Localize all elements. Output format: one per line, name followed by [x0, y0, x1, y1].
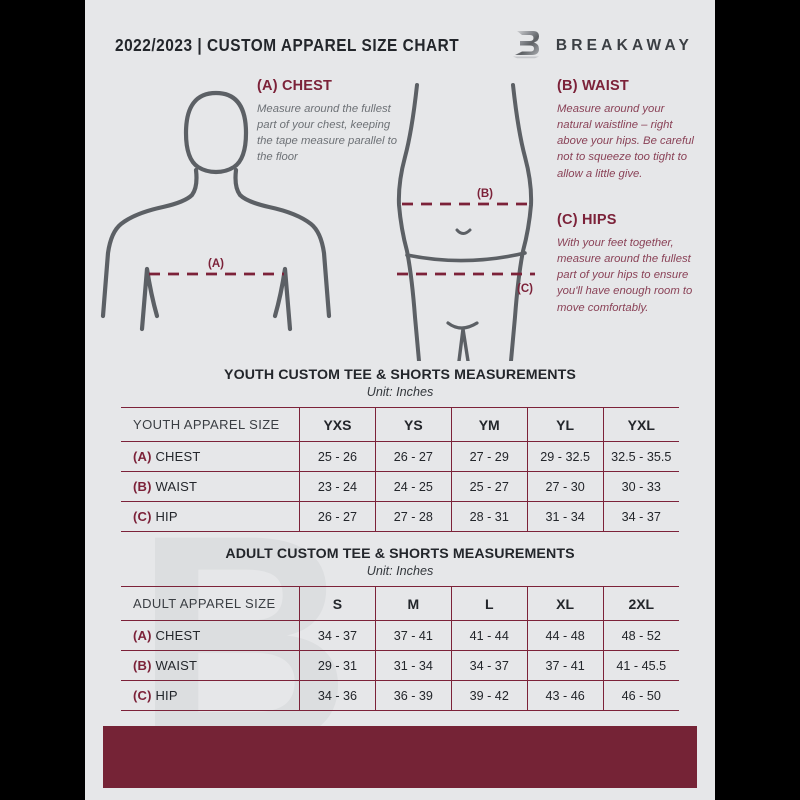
column-header: M	[374, 586, 452, 621]
measurement-cell: 41 - 44	[450, 620, 528, 651]
adult-size-table: ADULT APPAREL SIZE S M L XL 2XL (A) CHEST 34 - …	[121, 586, 679, 711]
measurement-cell: 34 - 37	[602, 501, 679, 532]
table-row: (A) CHEST 25 - 26 26 - 27 27 - 29 29 - 32.5 3…	[121, 441, 679, 472]
measurement-cell: 27 - 30	[526, 471, 604, 502]
waist-heading: (B) WAIST	[557, 78, 629, 94]
row-label: (A) CHEST	[121, 441, 300, 472]
hip-marker-label: (C)	[517, 283, 533, 295]
table-header-row: YOUTH APPAREL SIZE YXS YS YM YL YXL	[121, 407, 679, 442]
brand-lockup: BREAKAWAY	[509, 26, 693, 65]
row-label: (B) WAIST	[121, 650, 300, 681]
column-header: XL	[526, 586, 604, 621]
row-label-text: HIP	[155, 509, 178, 524]
measurement-cell: 27 - 29	[450, 441, 528, 472]
measurement-cell: 26 - 27	[374, 441, 452, 472]
page-header: 2022/2023 | CUSTOM APPAREL SIZE CHART	[85, 0, 715, 65]
column-header: YXL	[602, 407, 679, 442]
table-row: (B) WAIST 23 - 24 24 - 25 25 - 27 27 - 30 30 …	[121, 471, 679, 502]
chest-body-text: Measure around the fullest part of your …	[257, 103, 398, 164]
hips-description-block: (C) HIPS With your feet together, measur…	[557, 212, 707, 316]
table-row: (C) HIP 34 - 36 36 - 39 39 - 42 43 - 46 46 - …	[121, 680, 679, 711]
column-header: YS	[374, 407, 452, 442]
row-label-text: CHEST	[155, 449, 201, 464]
row-tag: (B)	[133, 658, 152, 673]
row-tag: (A)	[133, 449, 152, 464]
measurement-cell: 46 - 50	[602, 680, 679, 711]
page-title: 2022/2023 | CUSTOM APPAREL SIZE CHART	[115, 35, 460, 55]
column-header: S	[299, 586, 376, 621]
measurement-cell: 29 - 32.5	[526, 441, 604, 472]
measurement-cell: 41 - 45.5	[602, 650, 679, 681]
youth-section: YOUTH CUSTOM TEE & SHORTS MEASUREMENTS U…	[85, 367, 715, 532]
measurement-cell: 30 - 33	[602, 471, 679, 502]
row-tag: (B)	[133, 479, 152, 494]
column-header: YL	[526, 407, 604, 442]
measurement-cell: 25 - 27	[450, 471, 528, 502]
table-row: (B) WAIST 29 - 31 31 - 34 34 - 37 37 - 41 41 …	[121, 650, 679, 681]
youth-table-title: YOUTH CUSTOM TEE & SHORTS MEASUREMENTS	[224, 367, 576, 383]
measurement-cell: 44 - 48	[526, 620, 604, 651]
size-chart-page: B 2022/2023 | CUSTOM APPAREL SIZE CHART	[85, 0, 715, 800]
column-header: 2XL	[602, 586, 679, 621]
chest-description-block: (A) CHEST Measure around the fullest par…	[257, 78, 407, 166]
measurement-cell: 31 - 34	[526, 501, 604, 532]
measurement-cell: 28 - 31	[450, 501, 528, 532]
row-label-text: WAIST	[155, 479, 198, 494]
footer-bar	[103, 726, 697, 788]
adult-section: ADULT CUSTOM TEE & SHORTS MEASUREMENTS U…	[85, 546, 715, 711]
measurement-cell: 39 - 42	[450, 680, 528, 711]
measurement-cell: 37 - 41	[374, 620, 452, 651]
body-figures: (A) (B) (C)	[100, 83, 535, 361]
row-label: (C) HIP	[121, 680, 300, 711]
table-header-row: ADULT APPAREL SIZE S M L XL 2XL	[121, 586, 679, 621]
row-label-text: WAIST	[155, 658, 198, 673]
hips-body-text: With your feet together, measure around …	[557, 237, 693, 314]
adult-table-unit: Unit: Inches	[366, 564, 434, 578]
row-label: (A) CHEST	[121, 620, 300, 651]
chest-heading: (A) CHEST	[257, 78, 333, 94]
table-corner-label: YOUTH APPAREL SIZE	[121, 407, 300, 442]
row-label: (B) WAIST	[121, 471, 300, 502]
row-tag: (A)	[133, 628, 152, 643]
column-header: L	[450, 586, 528, 621]
table-corner-label: ADULT APPAREL SIZE	[121, 586, 300, 621]
brand-name: BREAKAWAY	[555, 36, 693, 54]
table-row: (C) HIP 26 - 27 27 - 28 28 - 31 31 - 34 34 - …	[121, 501, 679, 532]
row-label-text: HIP	[155, 688, 178, 703]
table-row: (A) CHEST 34 - 37 37 - 41 41 - 44 44 - 48 48 …	[121, 620, 679, 651]
measurement-cell: 36 - 39	[374, 680, 452, 711]
youth-size-table: YOUTH APPAREL SIZE YXS YS YM YL YXL (A) CHEST 2…	[121, 407, 679, 532]
measurement-cell: 24 - 25	[374, 471, 452, 502]
measurement-cell: 48 - 52	[602, 620, 679, 651]
measurement-cell: 34 - 36	[299, 680, 376, 711]
measurement-cell: 26 - 27	[299, 501, 376, 532]
measurement-cell: 34 - 37	[299, 620, 376, 651]
measurement-cell: 43 - 46	[526, 680, 604, 711]
breakaway-b-logo-icon	[509, 26, 543, 65]
measurement-cell: 34 - 37	[450, 650, 528, 681]
measurement-cell: 31 - 34	[374, 650, 452, 681]
row-label: (C) HIP	[121, 501, 300, 532]
measurement-cell: 27 - 28	[374, 501, 452, 532]
measurement-cell: 32.5 - 35.5	[602, 441, 679, 472]
waist-marker-label: (B)	[477, 188, 493, 200]
waist-description-block: (B) WAIST Measure around your natural wa…	[557, 78, 702, 182]
row-tag: (C)	[133, 509, 152, 524]
adult-table-title: ADULT CUSTOM TEE & SHORTS MEASUREMENTS	[225, 546, 575, 562]
column-header: YM	[450, 407, 528, 442]
measurement-diagram: (A) (B) (C) (A) CHEST Measure around the…	[85, 71, 715, 361]
hips-heading: (C) HIPS	[557, 212, 617, 228]
chest-marker-label: (A)	[208, 258, 224, 270]
row-label-text: CHEST	[155, 628, 201, 643]
measurement-cell: 25 - 26	[299, 441, 376, 472]
measurement-cell: 37 - 41	[526, 650, 604, 681]
measurement-cell: 23 - 24	[299, 471, 376, 502]
row-tag: (C)	[133, 688, 152, 703]
column-header: YXS	[299, 407, 376, 442]
waist-body-text: Measure around your natural waistline – …	[557, 103, 694, 180]
youth-table-unit: Unit: Inches	[366, 385, 434, 399]
measurement-cell: 29 - 31	[299, 650, 376, 681]
